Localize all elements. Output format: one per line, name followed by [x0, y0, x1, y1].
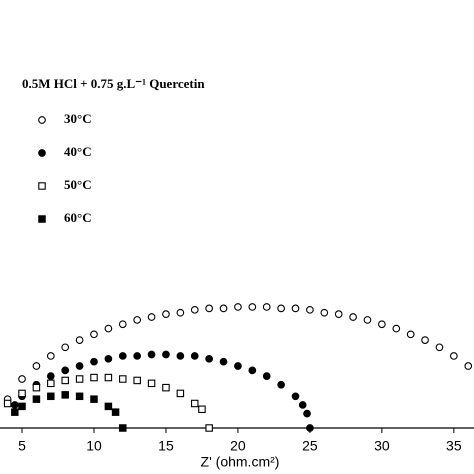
data-point	[90, 395, 98, 403]
data-point	[198, 405, 206, 414]
data-point	[90, 330, 98, 339]
data-point	[176, 352, 185, 360]
legend-label: 40°C	[64, 144, 92, 159]
data-point	[147, 350, 156, 359]
data-point	[147, 379, 156, 388]
data-point	[392, 324, 401, 333]
data-point	[262, 372, 271, 380]
data-point	[191, 399, 199, 408]
data-point	[219, 304, 228, 313]
data-point	[46, 372, 55, 380]
legend-marker	[38, 182, 46, 190]
data-point	[298, 401, 307, 409]
data-point	[248, 303, 257, 311]
data-point	[406, 330, 415, 339]
data-point	[162, 383, 170, 392]
data-point	[291, 392, 300, 401]
data-point	[219, 357, 228, 366]
x-tick-label: 35	[446, 438, 462, 454]
x-tick-label: 5	[18, 438, 26, 454]
legend-marker	[38, 149, 46, 157]
data-point	[32, 395, 41, 403]
data-point	[306, 305, 314, 314]
data-point	[306, 424, 314, 432]
data-point	[162, 350, 170, 359]
data-point	[104, 354, 113, 363]
data-point	[47, 392, 55, 401]
data-point	[90, 373, 98, 382]
data-point	[205, 354, 213, 363]
data-point	[104, 324, 113, 333]
data-point	[119, 424, 127, 432]
data-point	[118, 320, 127, 329]
data-point	[104, 373, 113, 382]
data-point	[133, 352, 142, 360]
data-point	[133, 316, 142, 324]
data-point	[262, 303, 271, 311]
data-point	[32, 362, 41, 370]
data-point	[464, 362, 473, 370]
data-point	[363, 316, 372, 324]
data-point	[349, 313, 357, 321]
data-point	[111, 408, 120, 416]
data-point	[320, 308, 329, 317]
data-point	[162, 310, 170, 319]
data-point	[32, 383, 41, 392]
data-point	[449, 352, 458, 360]
data-point	[75, 336, 84, 344]
data-point	[190, 352, 199, 360]
data-point	[435, 343, 444, 352]
data-point	[18, 389, 26, 398]
data-point	[133, 376, 141, 385]
data-point	[11, 408, 19, 416]
data-point	[10, 401, 19, 409]
data-point	[75, 392, 84, 401]
data-point	[277, 304, 285, 313]
x-tick-label: 20	[230, 438, 246, 454]
data-point	[61, 391, 69, 399]
data-point	[61, 343, 70, 352]
data-point	[61, 366, 70, 375]
data-point	[46, 352, 55, 360]
data-point	[291, 304, 300, 313]
data-point	[104, 402, 113, 411]
data-point	[176, 389, 185, 398]
data-point	[234, 303, 242, 311]
legend-label: 60°C	[64, 210, 92, 225]
data-point	[18, 375, 26, 383]
data-point	[234, 362, 242, 370]
legend-marker	[38, 116, 46, 124]
data-point	[90, 357, 98, 366]
x-axis-label: Z' (ohm.cm²)	[201, 454, 280, 470]
legend-label: 50°C	[64, 177, 92, 192]
data-point	[421, 336, 429, 344]
data-point	[205, 424, 213, 432]
data-point	[378, 320, 386, 329]
x-tick-label: 30	[374, 438, 390, 454]
annotation: 0.5M HCl + 0.75 g.L⁻¹ Quercetin	[22, 76, 205, 91]
data-point	[119, 375, 127, 383]
data-point	[3, 399, 12, 408]
legend-marker	[38, 215, 46, 223]
data-point	[61, 376, 69, 385]
legend-label: 30°C	[64, 111, 92, 126]
data-point	[47, 379, 55, 388]
data-point	[147, 313, 156, 321]
data-point	[277, 380, 285, 389]
data-point	[75, 362, 84, 370]
data-point	[303, 409, 311, 418]
data-point	[18, 402, 26, 411]
data-point	[75, 375, 84, 383]
data-point	[334, 310, 343, 319]
data-point	[118, 352, 127, 360]
data-point	[248, 366, 257, 375]
data-point	[205, 304, 213, 313]
data-point	[190, 305, 199, 314]
data-point	[176, 308, 185, 317]
x-tick-label: 25	[302, 438, 318, 454]
x-tick-label: 10	[86, 438, 102, 454]
x-tick-label: 15	[158, 438, 174, 454]
